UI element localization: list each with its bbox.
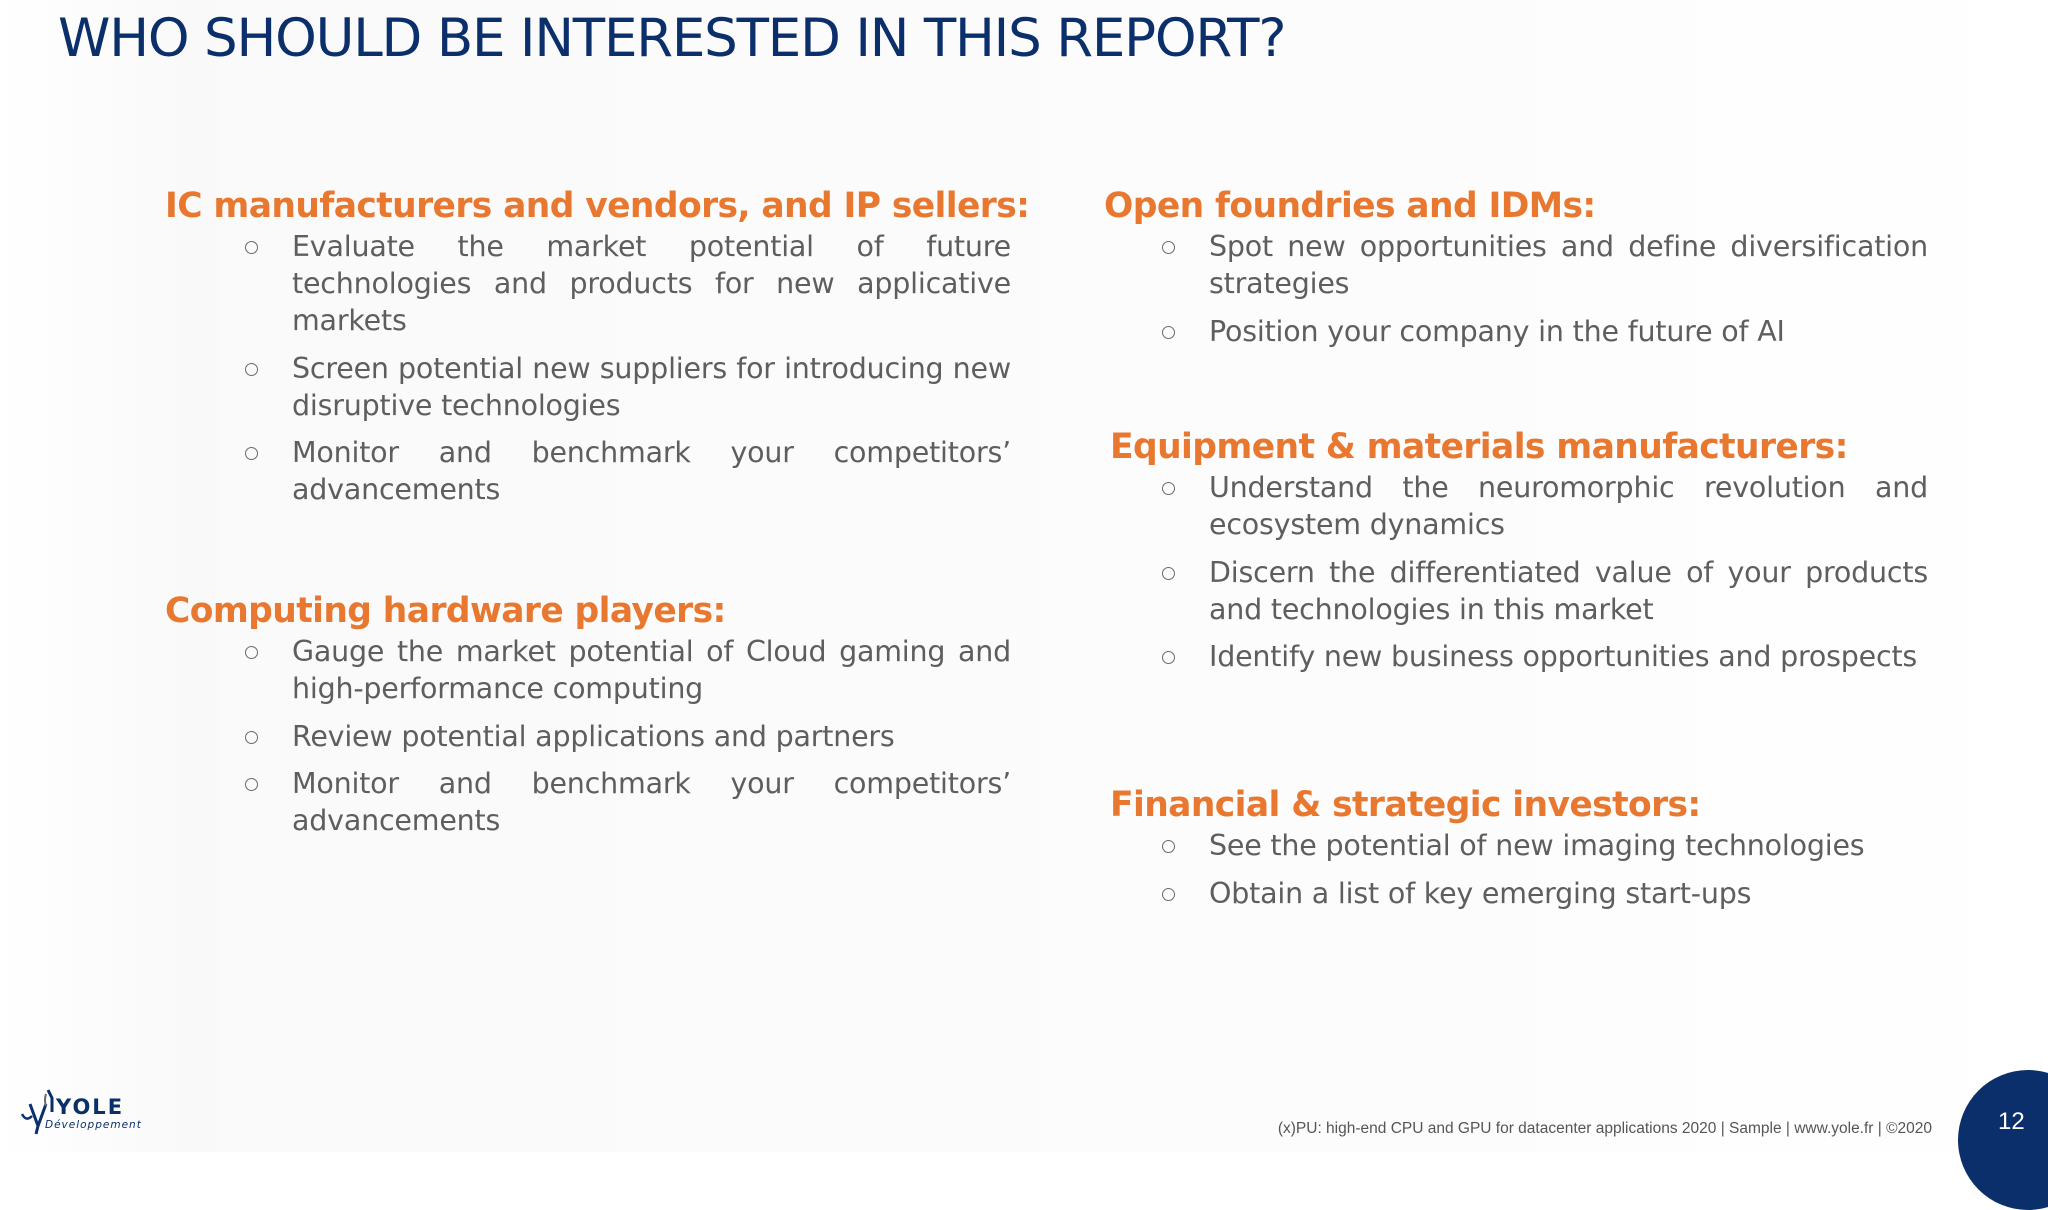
yole-logo-icon: YOLE Développement [20, 1089, 142, 1135]
bullet-item: Gauge the market potential of Cloud gami… [245, 633, 1011, 707]
bullet-text: Position your company in the future of A… [1209, 314, 1785, 348]
hollow-circle-bullet-icon [245, 730, 258, 744]
section-financial-investors: Financial & strategic investors: See the… [1110, 783, 1928, 922]
slide-title: WHO SHOULD BE INTERESTED IN THIS REPORT? [58, 8, 1286, 69]
bullet-list: Evaluate the market potential of future … [245, 228, 1011, 508]
section-computing-hardware: Computing hardware players: Gauge the ma… [165, 589, 1011, 850]
hollow-circle-bullet-icon [245, 646, 258, 659]
hollow-circle-bullet-icon [1162, 566, 1175, 580]
bullet-text: Monitor and benchmark your competitors’ … [292, 436, 1011, 506]
bullet-item: Screen potential new suppliers for intro… [245, 350, 1011, 424]
bullet-item: Obtain a list of key emerging start-ups [1162, 875, 1928, 912]
logo-name: YOLE [55, 1095, 124, 1119]
section-open-foundries: Open foundries and IDMs: Spot new opport… [1104, 184, 1928, 360]
section-ic-manufacturers: IC manufacturers and vendors, and IP sel… [165, 184, 1030, 519]
bullet-item: Identify new business opportunities and … [1162, 638, 1928, 675]
bullet-text: Gauge the market potential of Cloud gami… [292, 635, 1011, 705]
bullet-item: Monitor and benchmark your competitors’ … [245, 765, 1011, 839]
bullet-item: Understand the neuromorphic revolution a… [1162, 469, 1928, 543]
hollow-circle-bullet-icon [245, 447, 258, 460]
hollow-circle-bullet-icon [245, 241, 258, 254]
bullet-item: Monitor and benchmark your competitors’ … [245, 434, 1011, 508]
section-heading: Computing hardware players: [165, 591, 726, 631]
bullet-text: Review potential applications and partne… [292, 719, 895, 753]
hollow-circle-bullet-icon [245, 362, 258, 376]
page-number: 12 [1998, 1108, 2025, 1135]
hollow-circle-bullet-icon [1162, 482, 1175, 495]
bullet-item: Evaluate the market potential of future … [245, 228, 1011, 339]
footer-text: (x)PU: high-end CPU and GPU for datacent… [1277, 1120, 1932, 1137]
bullet-text: Spot new opportunities and define divers… [1209, 230, 1928, 300]
bullet-item: Review potential applications and partne… [245, 718, 1011, 755]
bullet-text: Understand the neuromorphic revolution a… [1209, 471, 1928, 541]
section-heading: IC manufacturers and vendors, and IP sel… [165, 186, 1030, 226]
bullet-list: Understand the neuromorphic revolution a… [1162, 469, 1928, 675]
bullet-text: Identify new business opportunities and … [1209, 640, 1918, 673]
bullet-text: Discern the differentiated value of your… [1209, 555, 1928, 626]
page-number-badge [1958, 1070, 2048, 1210]
bullet-list: Gauge the market potential of Cloud gami… [245, 633, 1011, 839]
bullet-text: Evaluate the market potential of future … [292, 230, 1011, 337]
hollow-circle-bullet-icon [1162, 840, 1175, 853]
logo-subtitle: Développement [45, 1119, 142, 1131]
yole-logo: YOLE Développement [16, 1076, 156, 1136]
hollow-circle-bullet-icon [1162, 651, 1175, 664]
bullet-list: See the potential of new imaging technol… [1162, 827, 1928, 912]
hollow-circle-bullet-icon [1162, 241, 1175, 254]
section-equipment-materials: Equipment & materials manufacturers: Und… [1110, 425, 1928, 686]
bullet-item: See the potential of new imaging technol… [1162, 827, 1928, 864]
bullet-list: Spot new opportunities and define divers… [1162, 228, 1928, 350]
bullet-item: Position your company in the future of A… [1162, 313, 1928, 350]
hollow-circle-bullet-icon [1162, 887, 1175, 901]
bullet-text: See the potential of new imaging technol… [1209, 829, 1865, 862]
section-heading: Financial & strategic investors: [1110, 785, 1701, 825]
bullet-text: Monitor and benchmark your competitors’ … [292, 767, 1011, 837]
bullet-text: Obtain a list of key emerging start-ups [1209, 876, 1752, 910]
hollow-circle-bullet-icon [245, 778, 258, 791]
hollow-circle-bullet-icon [1162, 325, 1175, 339]
bullet-text: Screen potential new suppliers for intro… [292, 351, 1011, 422]
section-heading: Equipment & materials manufacturers: [1110, 427, 1848, 467]
bullet-item: Spot new opportunities and define divers… [1162, 228, 1928, 302]
bullet-item: Discern the differentiated value of your… [1162, 554, 1928, 628]
section-heading: Open foundries and IDMs: [1104, 186, 1596, 226]
